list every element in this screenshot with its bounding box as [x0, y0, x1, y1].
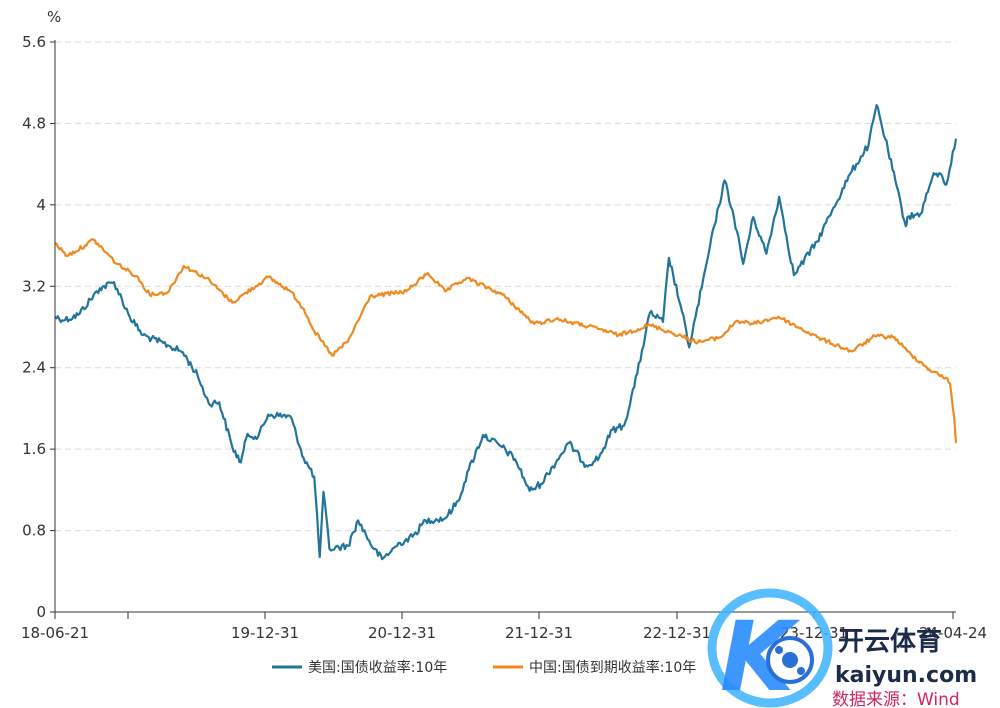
brand-logo: K [707, 588, 833, 708]
watermark: K 开云体育 kaiyun.com 数据来源：Wind [707, 588, 977, 708]
x-tick-label: 24-04-24 [919, 624, 987, 642]
y-tick-label: 3.2 [22, 277, 46, 295]
axes: 0 0.8 1.6 2.4 3.2 4 4.8 5.6 18-06-21 19-12-31 20-1… [21, 33, 987, 642]
y-tick-label: 5.6 [22, 33, 46, 51]
y-tick-label: 0 [36, 603, 46, 621]
x-tick-label: 19-12-31 [231, 624, 299, 642]
series-group [54, 104, 958, 561]
x-tick-label: 20-12-31 [368, 624, 436, 642]
x-tick-label: 22-12-31 [643, 624, 711, 642]
brand-name: 开云体育 [838, 626, 942, 657]
legend-label: 美国:国债收益率:10年 [308, 659, 447, 676]
y-axis-unit: % [47, 8, 61, 26]
gridlines [55, 41, 956, 532]
series-line-cn-10y [55, 238, 958, 444]
legend-label: 中国:国债到期收益率:10年 [529, 659, 696, 676]
y-tick-label: 2.4 [22, 359, 46, 377]
legend: 美国:国债收益率:10年 中国:国债到期收益率:10年 [272, 659, 696, 676]
y-tick-label: 4 [36, 196, 46, 214]
x-tick-label: 21-12-31 [505, 624, 573, 642]
y-tick-label: 4.8 [22, 114, 46, 132]
y-tick-label: 1.6 [22, 440, 46, 458]
source-note: 数据来源：Wind [832, 690, 960, 708]
series-line-us-10y [54, 104, 958, 561]
y-tick-label: 0.8 [22, 522, 46, 540]
x-tick-label: 18-06-21 [21, 624, 89, 642]
brand-url: kaiyun.com [835, 663, 977, 688]
